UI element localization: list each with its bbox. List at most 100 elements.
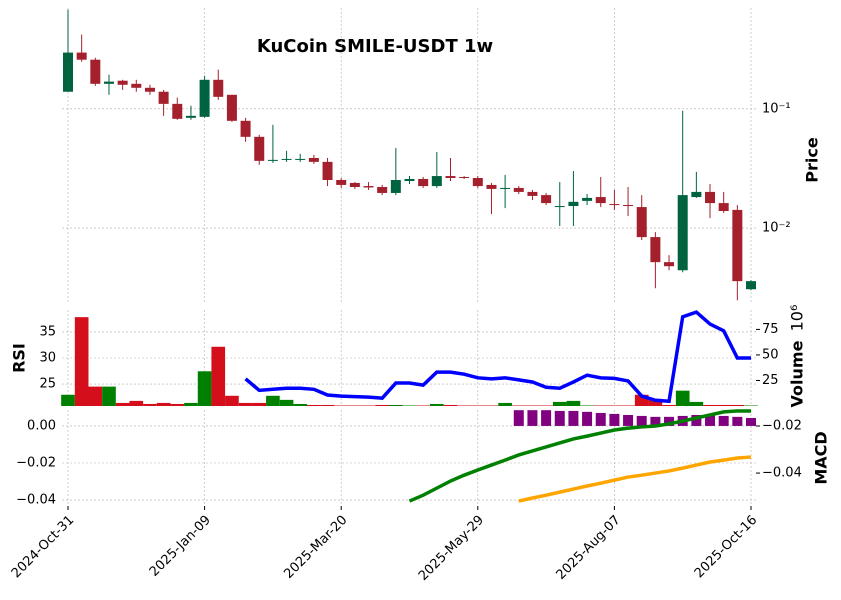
- x-tick-label: 2025-Mar-20: [281, 513, 350, 582]
- candle-body: [267, 159, 278, 161]
- candle-body: [336, 179, 347, 185]
- candle-body: [226, 94, 237, 121]
- volume-bar: [348, 405, 362, 406]
- x-tick-label: 2025-Oct-16: [692, 513, 760, 581]
- candle-body: [554, 206, 565, 208]
- candle-body: [582, 197, 593, 201]
- candle-body: [500, 187, 511, 189]
- volume-bar: [197, 371, 212, 406]
- volume-bar: [484, 405, 499, 406]
- y-tick-label: 0.00: [27, 418, 56, 433]
- candle-body: [240, 120, 251, 137]
- candle-body: [363, 186, 374, 188]
- candle-body: [254, 136, 265, 161]
- x-tick-label: 2025-Aug-07: [554, 513, 624, 583]
- candle-body: [609, 204, 620, 206]
- histogram-bar: [623, 415, 634, 426]
- histogram-bar: [513, 410, 524, 426]
- candle-body: [459, 177, 470, 179]
- candle-body: [595, 197, 606, 204]
- histogram-bar: [746, 417, 756, 426]
- volume-bar: [88, 386, 103, 406]
- candle-body: [568, 201, 579, 207]
- volume-bar: [361, 405, 376, 406]
- candle-body: [445, 176, 456, 178]
- volume-bar: [675, 390, 690, 406]
- y2-axis-label: MACD: [812, 431, 831, 484]
- candle-body: [746, 281, 756, 290]
- volume-bar: [225, 395, 239, 406]
- x-tick-label: 2024-Oct-31: [9, 513, 77, 581]
- y-tick-label: −0.04: [16, 493, 56, 508]
- candle-body: [486, 184, 497, 189]
- volume-bar: [416, 405, 430, 406]
- volume-bar: [320, 404, 335, 406]
- y-tick-label: 25: [39, 377, 56, 392]
- candle-body: [431, 176, 442, 187]
- histogram-bar: [664, 416, 675, 426]
- volume-bar: [252, 402, 267, 406]
- y-tick-label: 10⁻¹: [762, 101, 791, 116]
- histogram-bar: [595, 412, 606, 426]
- y-tick-label: 35: [39, 324, 56, 339]
- candle-body: [131, 83, 142, 88]
- histogram-bar: [691, 415, 702, 426]
- rsi-line: [244, 310, 751, 404]
- x-tick-label: 2025-Jan-09: [147, 513, 214, 580]
- volume-bar: [279, 399, 294, 406]
- y-axis-label: RSI: [10, 343, 29, 373]
- volume-bar: [307, 404, 321, 406]
- volume-bar: [266, 395, 280, 406]
- y-tick-label: 25: [762, 373, 779, 388]
- candle-body: [199, 79, 210, 117]
- histogram-bar: [582, 411, 593, 426]
- histogram-bar: [718, 415, 729, 426]
- candle-body: [623, 205, 634, 207]
- candle-body: [117, 80, 128, 85]
- y-tick-label: 10⁻²: [762, 221, 791, 236]
- candle-body: [76, 52, 87, 60]
- volume-bar: [621, 405, 635, 406]
- candle-body: [281, 158, 292, 160]
- candle-body: [63, 52, 73, 92]
- volume-bar: [443, 404, 458, 406]
- candle-body: [718, 203, 729, 212]
- volume-bar: [334, 405, 349, 406]
- histogram-bar: [609, 413, 620, 426]
- y-tick-label: 30: [39, 351, 56, 366]
- candle-body: [636, 207, 647, 238]
- signal-line: [518, 455, 752, 503]
- volume-bar: [375, 404, 390, 406]
- volume-bar: [498, 402, 512, 406]
- candle-body: [664, 262, 675, 267]
- y-axis-label: Price: [803, 137, 822, 183]
- histogram-bar: [568, 410, 579, 426]
- histogram-bar: [650, 416, 661, 426]
- candle-body: [472, 177, 483, 187]
- volume-bar: [593, 405, 608, 406]
- volume-bar: [184, 402, 198, 406]
- volume-bar: [730, 404, 745, 406]
- macd-line: [408, 409, 751, 503]
- volume-bar: [703, 404, 717, 406]
- candle-body: [322, 161, 333, 180]
- candle-body: [295, 158, 306, 160]
- volume-bar: [744, 405, 758, 406]
- histogram-bar: [527, 410, 538, 426]
- candle-body: [732, 209, 743, 282]
- candle-body: [308, 157, 319, 162]
- volume-bar: [129, 400, 144, 406]
- candle-body: [144, 87, 155, 92]
- y2-axis-label: Volume: [788, 340, 807, 407]
- candle-body: [103, 81, 114, 84]
- volume-bar: [634, 394, 649, 406]
- histogram-bar: [554, 410, 565, 426]
- volume-bar: [716, 404, 731, 406]
- volume-bar: [689, 401, 704, 406]
- volume-bar: [74, 317, 89, 406]
- histogram-bar: [541, 410, 552, 426]
- y-tick-label: −0.02: [762, 419, 802, 434]
- volume-bar: [470, 405, 485, 406]
- candle-body: [677, 195, 688, 271]
